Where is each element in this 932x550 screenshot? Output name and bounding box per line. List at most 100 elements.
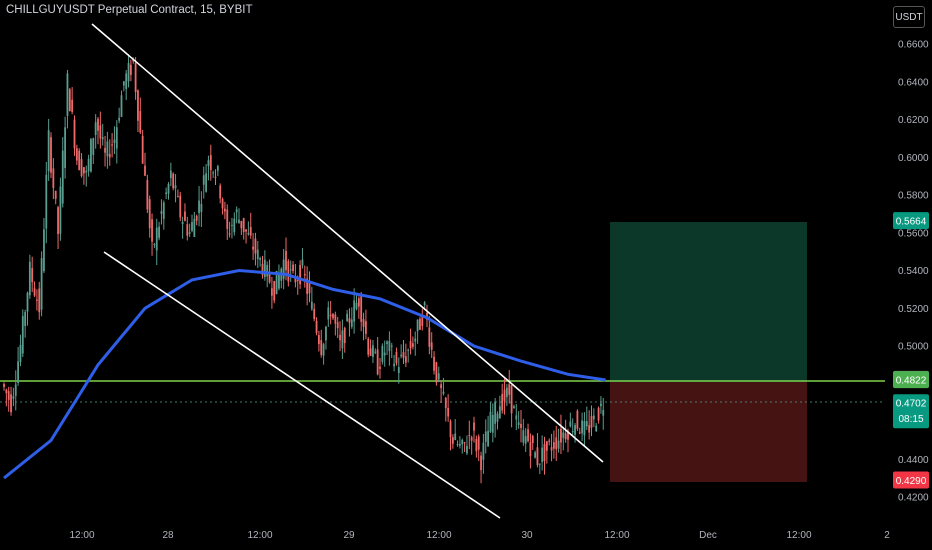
candle-body: [491, 415, 494, 433]
upper-trendline[interactable]: [91, 23, 604, 463]
candle-body: [484, 431, 487, 442]
x-tick-label: 12:00: [69, 530, 94, 541]
candle-body: [78, 150, 81, 171]
candle-body: [278, 273, 280, 289]
candle-body: [590, 416, 593, 428]
stop-zone[interactable]: [610, 382, 807, 482]
candle-body: [202, 175, 205, 185]
candle-body: [228, 233, 231, 235]
target-zone[interactable]: [610, 222, 807, 382]
candle-body: [179, 195, 182, 218]
currency-unit-button[interactable]: USDT: [893, 6, 925, 28]
candle-body: [421, 315, 424, 327]
candle-body: [353, 300, 356, 322]
candle-body: [64, 127, 66, 169]
candle-body: [301, 259, 304, 266]
candle-body: [585, 421, 588, 427]
candle-body: [141, 135, 144, 164]
candle-body: [494, 401, 497, 424]
candle-body: [350, 319, 353, 327]
candle-body: [388, 340, 391, 352]
y-tick-label: 0.5400: [898, 266, 929, 277]
lower-trendline[interactable]: [103, 251, 501, 519]
candle-body: [263, 259, 266, 278]
x-axis[interactable]: 12:00 28 12:00 29 12:00 30 12:00 Dec 12:00 2: [69, 530, 890, 541]
candle-body: [419, 318, 421, 330]
candle-body: [461, 439, 464, 445]
candle-body: [520, 423, 522, 428]
candle-body: [383, 352, 386, 356]
candle-body: [322, 344, 325, 356]
candle-body: [252, 246, 254, 250]
candle-body: [576, 410, 579, 429]
candle-body: [466, 445, 468, 454]
candle-body: [162, 202, 165, 219]
candle-body: [510, 385, 513, 414]
candle-body: [282, 259, 285, 279]
candle-body: [522, 430, 525, 443]
candle-body: [428, 327, 431, 347]
candle-body: [137, 90, 139, 121]
candle-body: [212, 172, 215, 174]
candle-body: [216, 166, 219, 171]
candle-body: [348, 318, 351, 323]
candle-body: [416, 319, 419, 332]
candle-body: [395, 351, 398, 364]
candle-body: [524, 436, 527, 444]
candle-body: [271, 288, 273, 296]
candle-body: [285, 250, 287, 271]
candle-body: [527, 429, 529, 442]
candle-body: [343, 328, 346, 344]
candle-body: [167, 184, 170, 194]
candle-body: [501, 393, 504, 411]
candle-body: [97, 118, 99, 131]
candle-body: [90, 139, 92, 172]
y-tick-label: 0.5600: [898, 228, 929, 239]
candle-body: [24, 312, 27, 327]
candle-body: [5, 389, 8, 394]
candle-body: [355, 302, 358, 309]
candle-body: [207, 160, 210, 167]
y-tick-label: 0.6600: [898, 40, 929, 51]
candle-body: [52, 168, 55, 188]
candle-body: [181, 221, 184, 225]
candle-body: [275, 271, 278, 295]
candle-body: [120, 95, 123, 117]
candle-body: [567, 431, 569, 440]
candle-body: [339, 334, 341, 341]
candle-body: [14, 384, 17, 396]
chart-title: CHILLGUYUSDT Perpetual Contract, 15, BYB…: [6, 4, 253, 16]
candle-body: [442, 391, 445, 394]
candle-body: [390, 345, 393, 347]
candle-body: [134, 63, 137, 93]
candle-body: [26, 292, 29, 312]
candle-body: [71, 99, 74, 113]
candle-body: [113, 139, 116, 144]
candle-body: [193, 218, 196, 237]
candle-body: [517, 422, 520, 425]
candle-body: [33, 288, 36, 296]
x-tick-label: Dec: [699, 530, 717, 541]
candle-body: [473, 422, 475, 431]
candle-body: [386, 341, 388, 345]
y-tick-label: 0.5000: [898, 342, 929, 353]
candle-body: [242, 218, 245, 233]
candle-body: [409, 341, 412, 349]
candle-body: [578, 432, 581, 434]
y-axis[interactable]: 0.6600 0.6400 0.6200 0.6000 0.5800 0.5600 0.54…: [898, 40, 929, 504]
candle-body: [327, 307, 330, 320]
x-tick-label: 29: [343, 530, 355, 541]
candle-body: [456, 444, 459, 446]
moving-average-line[interactable]: [3, 268, 606, 480]
candle-body: [139, 111, 142, 133]
candle-body: [73, 119, 76, 149]
candle-body: [125, 73, 128, 89]
candle-body: [174, 185, 177, 189]
candle-body: [186, 224, 189, 236]
candle-body: [393, 363, 395, 367]
candle-body: [531, 435, 534, 444]
candle-body: [503, 389, 506, 401]
candle-body: [459, 443, 461, 446]
candle-body: [122, 81, 125, 86]
